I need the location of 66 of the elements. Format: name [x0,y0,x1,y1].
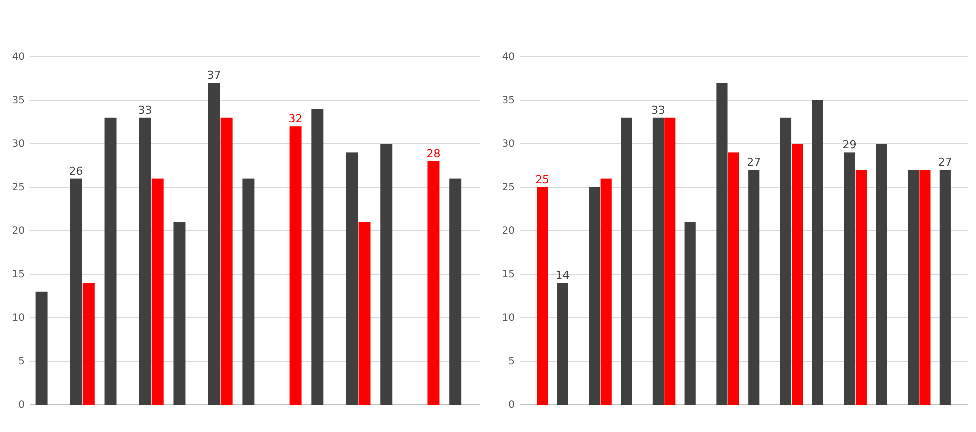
bar [152,178,164,405]
bar [242,178,255,405]
bar [748,170,760,405]
bar [557,283,568,405]
data-label: 27 [938,156,952,170]
y-tick-label: 5 [18,356,25,368]
bar [346,152,358,405]
data-label: 26 [69,164,84,178]
bar [940,170,951,405]
bar [812,100,824,405]
y-tick-label: 30 [12,139,25,150]
bar [139,118,152,405]
data-label: 33 [651,104,666,117]
data-label: 32 [288,112,303,126]
bar [428,161,440,405]
data-label: 27 [747,156,762,170]
bar [621,118,632,405]
bar [600,178,612,405]
bar [174,222,186,405]
bar [920,170,931,405]
bar [70,178,82,405]
y-tick-label: 5 [508,356,515,368]
bar [358,222,371,405]
bar [876,144,888,405]
y-tick-label: 10 [502,313,515,324]
bar [82,283,95,405]
y-tick-label: 25 [502,182,515,194]
data-label: 37 [207,69,222,82]
bar [220,118,233,405]
bar [36,292,48,405]
data-label: 14 [556,269,570,282]
y-tick-label: 20 [12,226,25,238]
y-tick-label: 35 [12,96,25,107]
y-tick-label: 0 [508,400,515,412]
y-tick-label: 10 [12,313,25,324]
bar [589,188,600,405]
y-tick-label: 15 [502,270,515,281]
data-label: 28 [426,147,441,160]
y-tick-label: 40 [12,52,25,64]
bar [792,144,804,405]
bar [652,118,664,405]
bar [780,118,792,405]
bar [716,83,728,405]
bar [450,178,462,405]
bar [856,170,867,405]
bar [537,188,548,405]
y-tick-label: 25 [12,182,25,194]
data-label: 25 [536,174,550,186]
bar [380,144,393,405]
bar [684,222,696,405]
bar [290,126,302,405]
bar [664,118,676,405]
y-tick-label: 40 [502,52,515,64]
y-tick-label: 30 [502,139,515,150]
y-tick-label: 15 [12,270,25,281]
y-tick-label: 0 [18,400,25,412]
bar [208,83,220,405]
bar [312,109,324,405]
bar [844,152,856,405]
bar [104,118,117,405]
y-tick-label: 20 [502,226,515,238]
bar [728,152,740,405]
bar [908,170,920,405]
y-tick-label: 35 [502,96,515,107]
data-label: 29 [842,138,857,152]
data-label: 33 [138,104,152,117]
